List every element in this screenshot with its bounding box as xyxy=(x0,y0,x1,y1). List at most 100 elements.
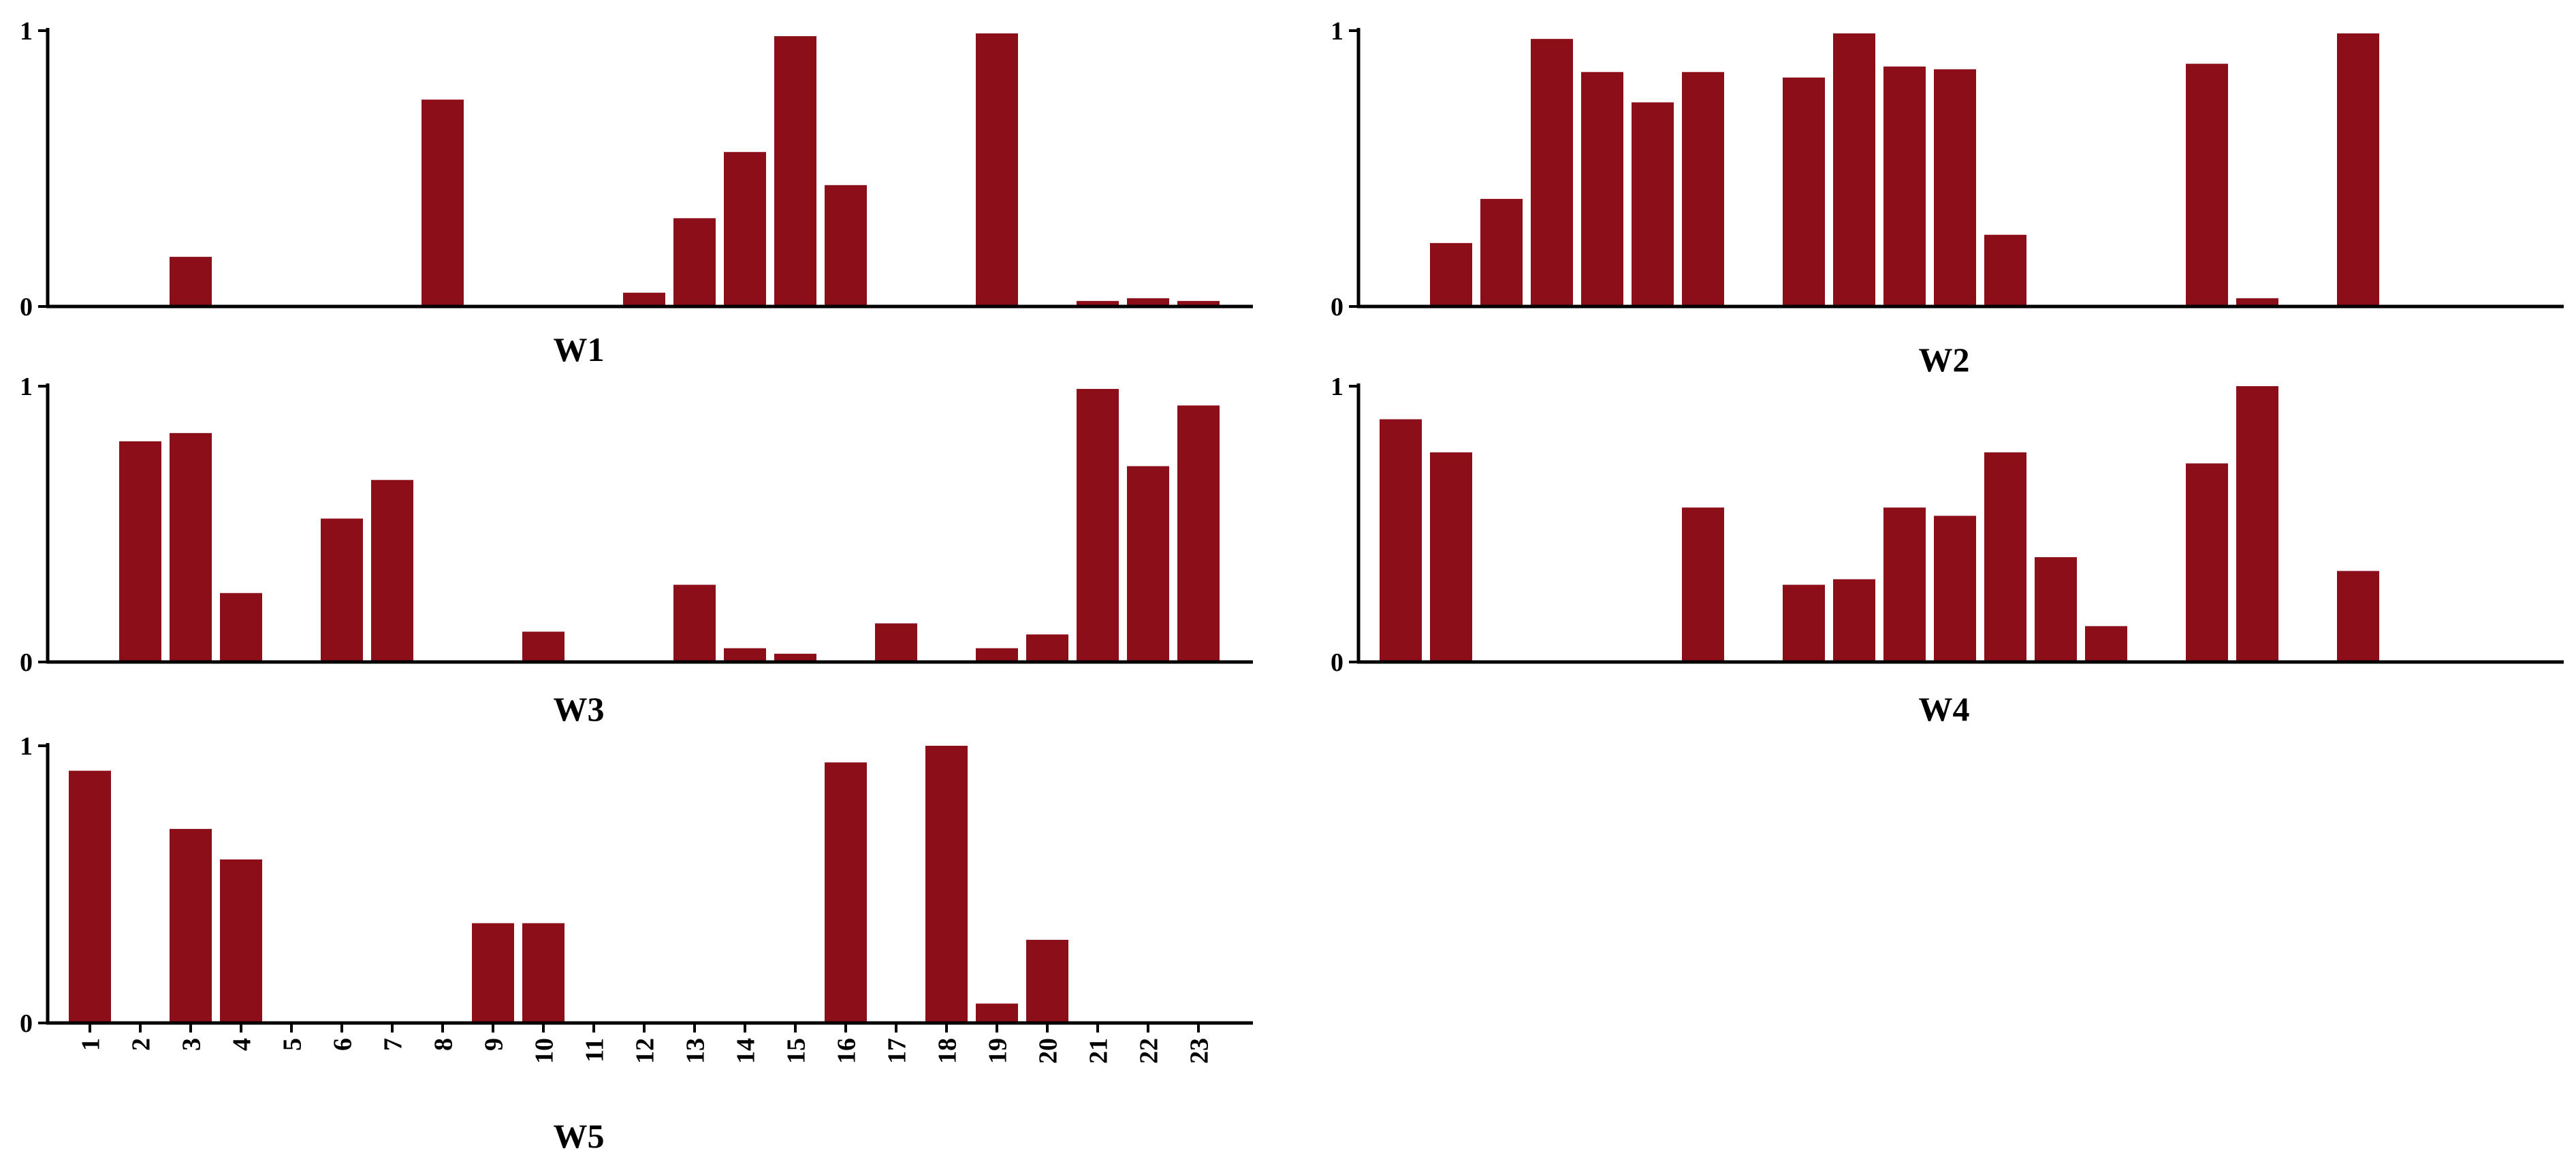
bar-13 xyxy=(1984,234,2026,306)
panel-w4: 0 1 W4 xyxy=(1331,373,2564,728)
panel-w2: 0 1 W2 xyxy=(1331,17,2564,379)
panel-w3: 0 1 W3 xyxy=(20,373,1253,728)
bar-9 xyxy=(472,923,514,1023)
bar-21 xyxy=(1077,389,1119,662)
panel-w1: 0 1 W1 xyxy=(20,17,1253,368)
panel-title: W1 xyxy=(554,330,605,368)
bar-17 xyxy=(2186,463,2228,662)
bar-14 xyxy=(724,152,766,306)
bar-21 xyxy=(1077,300,1119,306)
bar-17 xyxy=(875,623,917,662)
y-tick-label: 1 xyxy=(20,373,33,401)
bar-14 xyxy=(724,648,766,662)
y-tick-label: 0 xyxy=(20,1009,33,1038)
panel-w5: 011 2 3 4 5 6 7 8 9 10 11 12 13 14 15 16 17 18 19 20 21 22 23W… xyxy=(20,732,1253,1155)
bar-11 xyxy=(1883,507,1926,662)
y-tick-label: 0 xyxy=(20,293,33,321)
x-tick-label: 5 xyxy=(278,1038,306,1051)
bar-19 xyxy=(976,648,1018,662)
bar-10 xyxy=(1833,579,1875,662)
x-tick-label: 11 xyxy=(580,1038,609,1062)
bar-13 xyxy=(1984,452,2026,662)
y-tick-label: 0 xyxy=(20,648,33,677)
x-tick-label: 2 xyxy=(127,1038,155,1051)
bar-13 xyxy=(673,584,716,662)
x-tick-label: 18 xyxy=(933,1038,961,1064)
x-tick-label: 21 xyxy=(1084,1038,1113,1064)
bar-7 xyxy=(1682,507,1724,662)
x-tick-label: 9 xyxy=(479,1038,508,1051)
x-tick-label: 23 xyxy=(1185,1038,1213,1064)
bar-9 xyxy=(1783,584,1825,662)
bar-23 xyxy=(1177,405,1220,662)
bar-22 xyxy=(1127,466,1169,662)
y-tick-label: 1 xyxy=(1331,373,1343,401)
bar-2 xyxy=(119,441,161,662)
bar-11 xyxy=(1883,66,1926,307)
bar-15 xyxy=(774,36,816,306)
bar-12 xyxy=(1934,69,1976,306)
y-tick-label: 1 xyxy=(1331,17,1343,46)
bar-20 xyxy=(1026,634,1068,662)
x-tick-label: 10 xyxy=(530,1038,558,1064)
bar-19 xyxy=(976,33,1018,307)
x-tick-label: 7 xyxy=(379,1038,407,1051)
bar-14 xyxy=(2035,557,2077,662)
bar-10 xyxy=(522,631,565,662)
x-tick-label: 20 xyxy=(1034,1038,1062,1064)
bar-5 xyxy=(1581,72,1623,306)
x-tick-label: 1 xyxy=(76,1038,105,1051)
bar-8 xyxy=(422,99,464,306)
x-tick-label: 13 xyxy=(681,1038,710,1064)
bar-1 xyxy=(1380,419,1422,662)
x-tick-label: 16 xyxy=(832,1038,861,1064)
x-tick-label: 14 xyxy=(731,1038,760,1064)
bar-9 xyxy=(1783,77,1825,306)
x-tick-label: 6 xyxy=(328,1038,357,1051)
bar-12 xyxy=(1934,516,1976,662)
bar-2 xyxy=(1430,242,1472,306)
bar-22 xyxy=(1127,298,1169,306)
bar-10 xyxy=(1833,33,1875,307)
bar-6 xyxy=(321,518,363,662)
bar-4 xyxy=(220,593,262,662)
x-tick-label: 17 xyxy=(882,1038,911,1064)
bar-4 xyxy=(1531,39,1573,307)
bar-18 xyxy=(2236,298,2278,306)
panel-title: W4 xyxy=(1919,690,1970,728)
bar-16 xyxy=(825,762,867,1023)
bar-13 xyxy=(673,218,716,306)
bar-19 xyxy=(976,1003,1018,1023)
x-tick-label: 3 xyxy=(177,1038,206,1051)
x-tick-label: 15 xyxy=(782,1038,810,1064)
y-tick-label: 0 xyxy=(1331,293,1343,321)
bar-12 xyxy=(623,292,665,306)
bar-15 xyxy=(774,653,816,662)
bar-15 xyxy=(2085,626,2127,662)
panel-title: W5 xyxy=(554,1117,605,1155)
y-tick-label: 1 xyxy=(20,732,33,761)
bar-4 xyxy=(220,859,262,1023)
bar-3 xyxy=(170,257,212,306)
bar-10 xyxy=(522,923,565,1023)
bar-7 xyxy=(371,479,413,662)
y-tick-label: 0 xyxy=(1331,648,1343,677)
x-tick-label: 4 xyxy=(227,1038,256,1051)
bar-3 xyxy=(170,829,212,1023)
bar-17 xyxy=(2186,63,2228,306)
panel-title: W3 xyxy=(554,690,605,728)
bar-16 xyxy=(825,185,867,306)
x-tick-label: 19 xyxy=(983,1038,1012,1064)
bar-18 xyxy=(2236,386,2278,662)
panel-title: W2 xyxy=(1919,341,1970,379)
bar-20 xyxy=(2337,33,2379,307)
bar-7 xyxy=(1682,72,1724,306)
x-tick-label: 12 xyxy=(631,1038,659,1064)
x-tick-label: 8 xyxy=(429,1038,458,1051)
bar-2 xyxy=(1430,452,1472,662)
bar-3 xyxy=(170,432,212,662)
bar-6 xyxy=(1632,102,1674,307)
bar-3 xyxy=(1480,199,1523,306)
bar-20 xyxy=(1026,939,1068,1023)
